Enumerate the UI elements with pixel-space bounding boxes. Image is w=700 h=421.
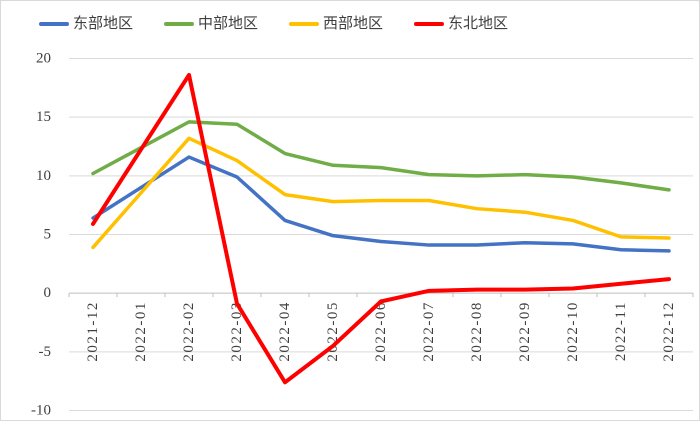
legend-label: 东北地区 (448, 15, 509, 32)
x-tick-label: 2022-12 (661, 301, 677, 362)
y-tick-label: 10 (36, 168, 51, 184)
x-tick-label: 2022-08 (469, 301, 485, 362)
x-tick-label: 2022-01 (133, 301, 149, 362)
y-tick-label: 5 (44, 227, 52, 243)
x-tick-label: 2022-03 (229, 301, 245, 362)
legend-item-3: 东北地区 (414, 14, 508, 34)
y-tick-label: -10 (31, 403, 51, 419)
x-tick-label: 2022-10 (565, 301, 581, 362)
x-tick-label: 2022-11 (613, 301, 629, 361)
x-tick-label: 2022-06 (373, 301, 389, 362)
y-tick-label: -5 (39, 344, 52, 360)
series-line-2 (91, 136, 671, 250)
legend-item-1: 中部地区 (164, 14, 258, 34)
legend-line-swatch (414, 22, 445, 26)
series-line-1 (91, 120, 671, 192)
series-line-0 (91, 155, 671, 253)
x-tick-label: 2022-07 (421, 301, 437, 362)
x-tick-label: 2022-04 (277, 301, 293, 362)
series-line-3 (91, 72, 671, 385)
legend-line-swatch (39, 22, 69, 26)
y-tick-label: 0 (44, 285, 52, 301)
legend: 东部地区 中部地区 西部地区 东北地区 (39, 14, 508, 34)
x-tick-label: 2022-09 (517, 301, 533, 362)
legend-line-swatch (164, 22, 195, 26)
y-tick-label: 15 (36, 109, 51, 125)
y-tick-label: 20 (36, 51, 51, 67)
x-tick-label: 2022-02 (181, 301, 197, 362)
legend-label: 中部地区 (198, 15, 259, 32)
legend-label: 西部地区 (323, 15, 384, 32)
legend-item-0: 东部地区 (39, 14, 133, 34)
x-tick-label: 2021-12 (85, 301, 101, 362)
legend-item-2: 西部地区 (289, 14, 383, 34)
legend-label: 东部地区 (73, 15, 134, 32)
legend-line-swatch (289, 22, 320, 26)
